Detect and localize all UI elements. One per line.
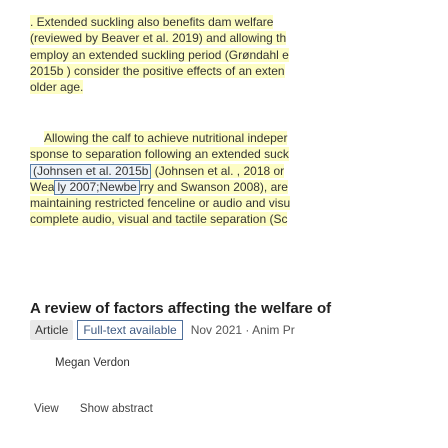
publication-meta: Article Full-text available Nov 2021 · A… [30, 320, 295, 340]
snippet-line: (Johnsen et al. 2015b (Johnsen et al. , … [30, 163, 448, 179]
citation-link[interactable]: (Johnsen et al. 2015b [30, 163, 152, 179]
snippet-line: Allowing the calf to achieve nutritional… [44, 131, 288, 145]
snippet-paragraph-1: . Extended suckling also benefits dam we… [30, 14, 448, 95]
snippet-line: employ an extended suckling period (Grøn… [30, 47, 289, 62]
snippet-line: . Extended suckling also benefits dam we… [30, 15, 274, 29]
snippet-paragraph-2: Allowing the calf to achieve nutritional… [30, 130, 448, 228]
snippet-line: Wea ly 2007;Newbe rry and Swanson 2008), a… [30, 179, 288, 195]
citation-link[interactable]: ly 2007;Newbe [54, 179, 140, 195]
snippet-line: older age. [30, 80, 84, 95]
snippet-line: (reviewed by Beaver et al. 2019) and all… [30, 31, 287, 46]
result-actions: View Show abstract [34, 403, 171, 415]
publication-title[interactable]: A review of factors affecting the welfar… [30, 300, 332, 317]
publication-date: Nov 2021 · Anim Pr [190, 323, 295, 337]
snippet-line: maintaining restricted fenceline or audi… [30, 196, 291, 211]
snippet-line: 2015b ) consider the positive effects of… [30, 63, 285, 78]
fulltext-available-badge[interactable]: Full-text available [77, 320, 183, 340]
article-type-badge[interactable]: Article [30, 320, 74, 340]
author-name[interactable]: Megan Verdon [55, 357, 130, 369]
view-button[interactable]: View [34, 403, 59, 415]
snippet-line: sponse to separation following an extend… [30, 147, 289, 162]
snippet-line: complete audio, visual and tactile separ… [30, 212, 288, 227]
show-abstract-button[interactable]: Show abstract [79, 403, 153, 415]
